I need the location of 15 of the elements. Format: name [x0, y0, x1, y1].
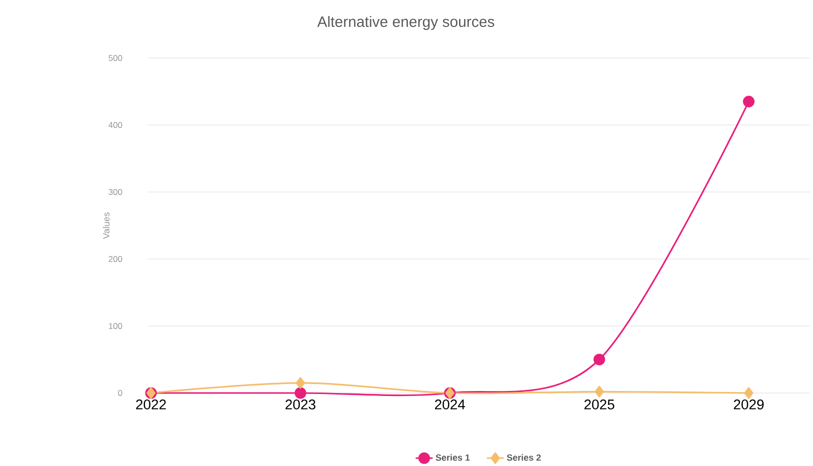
legend-label: Series 1 [436, 454, 470, 461]
x-tick-label: 2022 [136, 399, 166, 410]
y-tick-label: 0 [118, 390, 122, 396]
x-tick-label: 2024 [434, 399, 466, 410]
y-tick-label: 300 [108, 188, 122, 195]
x-tick-label: 2029 [734, 399, 764, 410]
y-axis-title: Values [102, 212, 110, 239]
chart-title: Alternative energy sources [317, 16, 494, 30]
x-tick-label: 2023 [286, 399, 316, 410]
y-tick-label: 400 [108, 122, 122, 128]
y-tick-label: 500 [108, 54, 122, 61]
legend-label: Series 2 [506, 454, 541, 461]
x-tick-label: 2025 [584, 399, 614, 410]
y-tick-label: 200 [108, 256, 122, 262]
y-tick-label: 100 [108, 322, 122, 329]
